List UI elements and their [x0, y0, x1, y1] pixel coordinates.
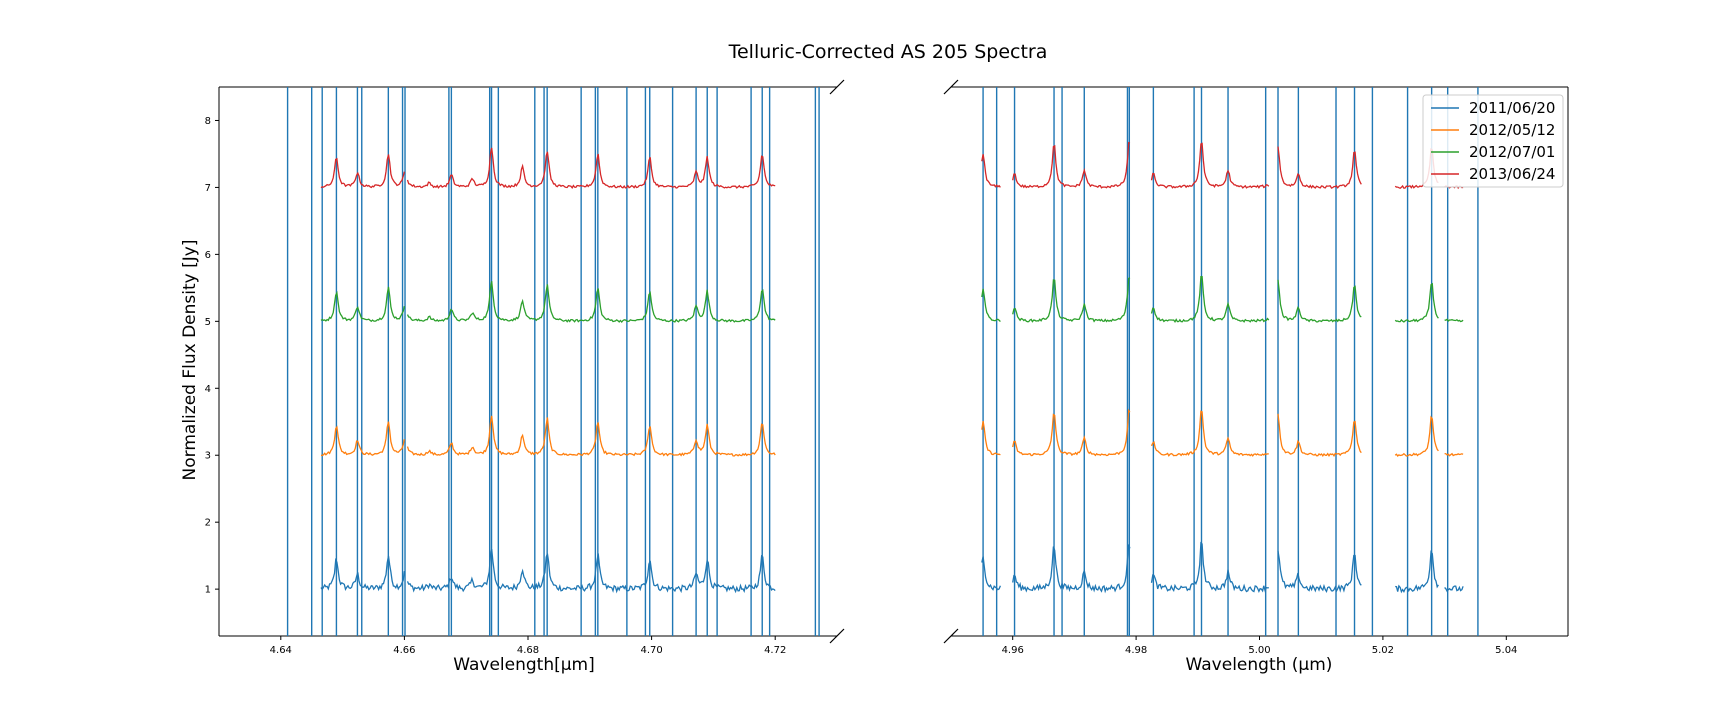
y-tick-label: 8 [205, 116, 211, 127]
x-tick-label: 5.02 [1372, 645, 1394, 656]
legend-label: 2011/06/20 [1469, 99, 1555, 117]
spectrum-line [1150, 276, 1270, 324]
spectrum-line [1012, 141, 1131, 189]
legend-label: 2012/07/01 [1469, 143, 1555, 161]
y-tick-label: 4 [205, 384, 211, 395]
spectrum-line [1394, 415, 1439, 457]
spectrum-line [981, 556, 1002, 591]
x-tick-label: 4.96 [1002, 645, 1024, 656]
y-tick-label: 6 [205, 250, 211, 261]
spectrum-line [1444, 452, 1464, 457]
spectrum-line [1277, 413, 1362, 458]
spectrum-line [406, 147, 776, 189]
spectrum-line [320, 421, 406, 457]
legend: 2011/06/20 2012/05/12 2012/07/01 2013/06/24 [1422, 94, 1564, 188]
spectrum-line [406, 415, 776, 457]
spectrum-line [1150, 541, 1269, 594]
spectrum-line [320, 154, 406, 189]
legend-box [1422, 94, 1564, 188]
spectrum-line [406, 281, 776, 323]
spectrum-line [1012, 544, 1131, 594]
spectrum-line [1395, 550, 1439, 594]
spectrum-line [1277, 279, 1362, 323]
x-axis-title-right: Wavelength (μm) [1186, 655, 1333, 675]
right-panel: 4.96 4.98 5.00 5.02 5.04 [951, 86, 1569, 656]
left-panel: 1 2 3 4 5 6 7 8 4.64 4.66 4.68 4.70 4.72 [205, 86, 837, 656]
spectrum-line [981, 154, 1001, 188]
spectrum-line [406, 548, 776, 594]
y-tick-label: 7 [205, 183, 211, 194]
plot-area [286, 87, 820, 636]
x-tick-label: 5.04 [1495, 645, 1517, 656]
spectrum-line [320, 555, 406, 592]
x-tick-label: 4.66 [393, 645, 415, 656]
x-tick-label: 4.98 [1125, 645, 1147, 656]
y-tick-label: 1 [205, 585, 211, 596]
x-axis-title-left: Wavelength[μm] [453, 655, 595, 675]
legend-label: 2012/05/12 [1469, 121, 1555, 139]
spectrum-line [320, 286, 406, 323]
spectrum-line [981, 420, 1001, 456]
spectrum-line [1444, 318, 1464, 323]
y-tick-label: 3 [205, 451, 211, 462]
spectrum-line [1150, 142, 1270, 189]
spectrum-line [981, 288, 1001, 323]
x-tick-label: 4.68 [517, 645, 539, 656]
spectrum-line [1012, 408, 1131, 457]
plot-area [981, 87, 1479, 636]
break-mark [829, 79, 845, 95]
break-mark [829, 628, 845, 644]
y-tick-label: 5 [205, 317, 211, 328]
spectrum-line [1277, 550, 1362, 594]
y-axis-title: Normalized Flux Density [Jy] [180, 240, 200, 481]
spectrum-line [1012, 277, 1131, 323]
legend-label: 2013/06/24 [1469, 165, 1555, 183]
spectrum-line [1150, 410, 1269, 457]
x-tick-label: 4.64 [270, 645, 292, 656]
break-mark [943, 79, 959, 95]
axis-break-marks [829, 79, 959, 644]
spectrum-line [1277, 146, 1362, 189]
x-tick-label: 4.70 [640, 645, 662, 656]
y-tick-label: 2 [205, 518, 211, 529]
chart-title: Telluric-Corrected AS 205 Spectra [728, 41, 1048, 63]
break-mark [943, 628, 959, 644]
x-tick-label: 5.00 [1248, 645, 1270, 656]
spectrum-line [1394, 282, 1439, 323]
x-tick-label: 4.72 [764, 645, 786, 656]
spectrum-line [1444, 585, 1464, 593]
